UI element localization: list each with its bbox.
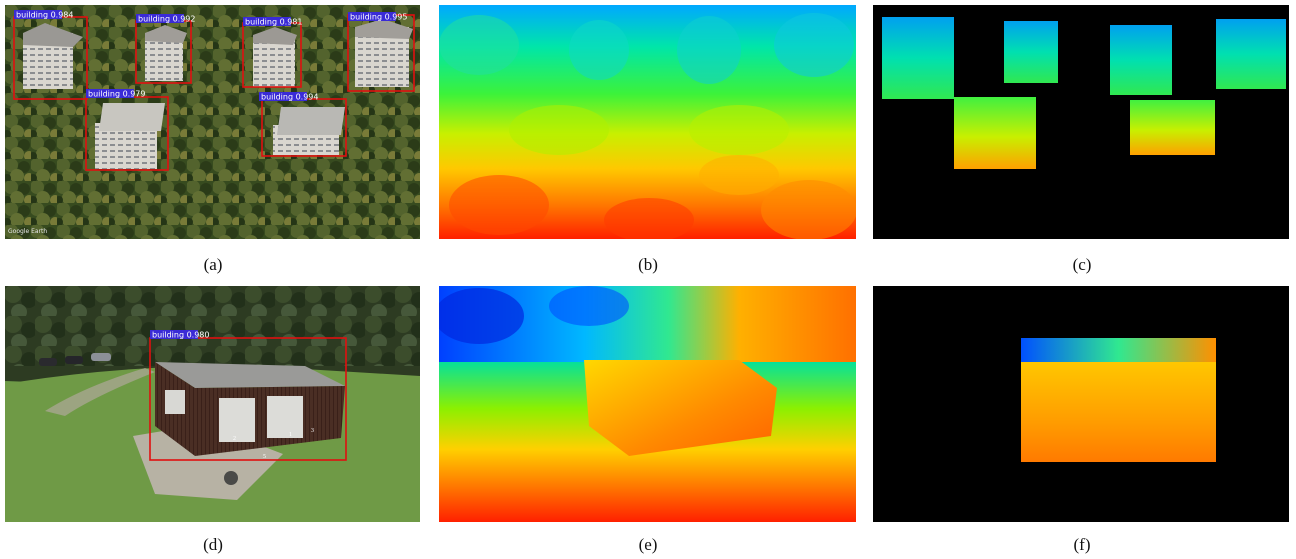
detection-label-3: building 0.981	[245, 18, 303, 27]
caption-a: (a)	[203, 255, 223, 274]
panel-c-masked-depth	[873, 5, 1289, 239]
caption-c: (c)	[1072, 255, 1092, 274]
mask-region-1	[882, 17, 954, 99]
panel-a-aerial-detections: building 0.984 building 0.992 building 0…	[5, 5, 420, 239]
depth-map-image-2	[439, 286, 856, 522]
wall-number-4: 5	[263, 454, 266, 460]
ground-image: 2 1 3 5 building 0.980	[5, 286, 420, 522]
wall-number-2: 1	[289, 432, 292, 438]
detection-label-4: building 0.995	[350, 13, 408, 22]
masked-depth-image	[873, 5, 1289, 239]
panel-b-depth-map	[439, 5, 856, 239]
detection-labels: building 0.984 building 0.992 building 0…	[14, 10, 408, 102]
aerial-buildings	[23, 19, 413, 169]
mask-region-3	[1110, 25, 1172, 95]
panel-e-depth-map	[439, 286, 856, 522]
caption-f: (f)	[1073, 535, 1091, 554]
detection-label-2: building 0.992	[138, 15, 196, 24]
caption-e: (e)	[638, 535, 658, 554]
aerial-image: building 0.984 building 0.992 building 0…	[5, 5, 420, 239]
detection-label-1: building 0.984	[16, 11, 74, 20]
wall-number-3: 3	[311, 428, 314, 434]
mask-region-6	[1130, 100, 1215, 155]
mask-region-2	[1004, 21, 1058, 83]
detection-label-5: building 0.979	[88, 90, 146, 99]
detection-box-7	[149, 337, 347, 461]
wall-number-1: 2	[233, 436, 236, 442]
detection-label-7: building 0.980	[152, 331, 210, 340]
depth-map-image	[439, 5, 856, 239]
caption-d: (d)	[203, 535, 223, 554]
mask-region-5	[954, 97, 1036, 169]
caption-b: (b)	[638, 255, 658, 274]
detection-label-6: building 0.994	[261, 93, 319, 102]
panel-d-ground-detection: 2 1 3 5 building 0.980	[5, 286, 420, 522]
panel-f-masked-depth	[873, 286, 1289, 522]
mask-region-4	[1216, 19, 1286, 89]
masked-depth-image-2	[873, 286, 1289, 522]
image-credit: Google Earth	[8, 228, 47, 235]
mask-region-7	[1021, 338, 1216, 462]
